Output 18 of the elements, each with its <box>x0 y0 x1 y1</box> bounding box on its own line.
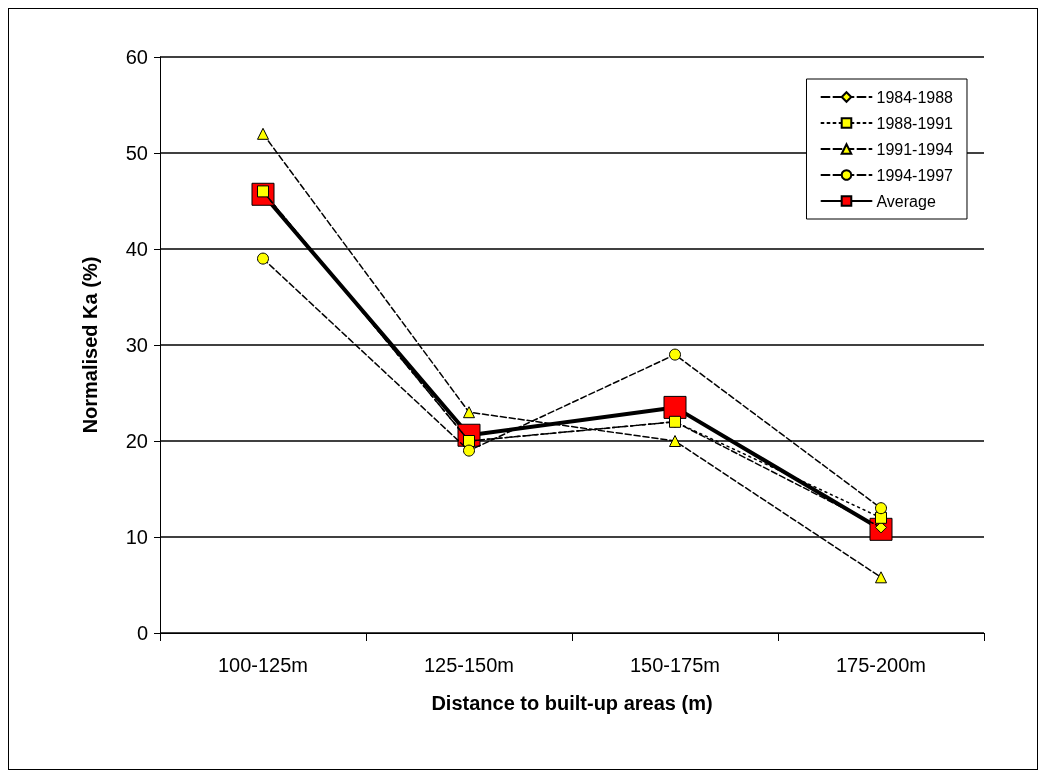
x-tick-label: 175-200m <box>835 654 927 676</box>
y-tick-label: 50 <box>125 142 148 164</box>
y-tick-label: 10 <box>125 526 148 548</box>
x-tick-label: 100-125m <box>217 654 309 676</box>
legend-label: 1991-1994 <box>876 140 954 158</box>
y-tick-label: 30 <box>125 334 148 356</box>
legend-label: 1984-1988 <box>876 88 954 106</box>
y-tick-label: 20 <box>125 430 148 452</box>
y-tick-label: 40 <box>125 238 148 260</box>
y-tick-label: 0 <box>136 622 148 644</box>
x-tick-label: 150-175m <box>629 654 721 676</box>
y-tick-label: 60 <box>125 46 148 68</box>
legend-label: 1994-1997 <box>876 166 954 184</box>
x-axis-title: Distance to built-up areas (m) <box>431 692 713 714</box>
y-axis-title: Normalised Ka (%) <box>79 256 101 434</box>
legend-label: 1988-1991 <box>876 114 954 132</box>
legend-label: Average <box>876 192 936 210</box>
x-tick-label: 125-150m <box>423 654 515 676</box>
